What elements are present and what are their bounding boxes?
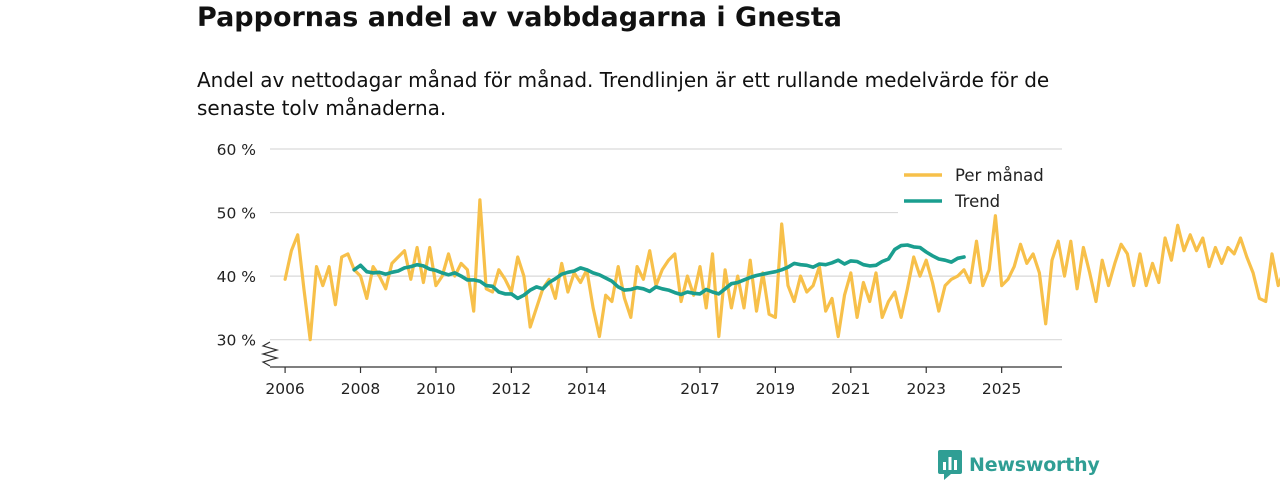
x-tick-label: 2006 [265, 380, 304, 398]
x-tick-label: 2019 [756, 380, 795, 398]
y-tick-label: 30 % [217, 332, 256, 350]
series-line-trend [352, 243, 966, 301]
chart-subtitle: Andel av nettodagar månad för månad. Tre… [197, 68, 1050, 120]
brand-logo: Newsworthy [938, 450, 1100, 480]
newsworthy-icon [938, 450, 962, 480]
y-axis-ticks: 30 % 40 % 50 % 60 % [217, 141, 256, 350]
x-axis [260, 341, 1062, 368]
x-axis-ticks: 2006 2008 2010 2012 2014 2017 2019 2021 2023 2025 [265, 367, 1021, 398]
y-tick-label: 60 % [217, 141, 256, 159]
x-tick-label: 2023 [907, 380, 946, 398]
brand-name: Newsworthy [969, 454, 1100, 476]
x-tick-label: 2010 [416, 380, 455, 398]
x-tick-label: 2021 [831, 380, 870, 398]
x-tick-label: 2008 [341, 380, 380, 398]
x-tick-label: 2012 [492, 380, 531, 398]
chart-title: Pappornas andel av vabbdagarna i Gnesta [197, 2, 842, 33]
y-tick-label: 50 % [217, 205, 256, 223]
legend-label-trend: Trend [954, 192, 1000, 211]
x-tick-label: 2025 [982, 380, 1021, 398]
series-layer [283, 198, 1280, 342]
y-axis-break-mark [260, 341, 280, 367]
x-tick-label: 2014 [567, 380, 606, 398]
x-tick-label: 2017 [680, 380, 719, 398]
legend-label-monthly: Per månad [955, 166, 1044, 185]
legend: Per månad Trend [898, 162, 1062, 214]
y-tick-label: 40 % [217, 268, 256, 286]
